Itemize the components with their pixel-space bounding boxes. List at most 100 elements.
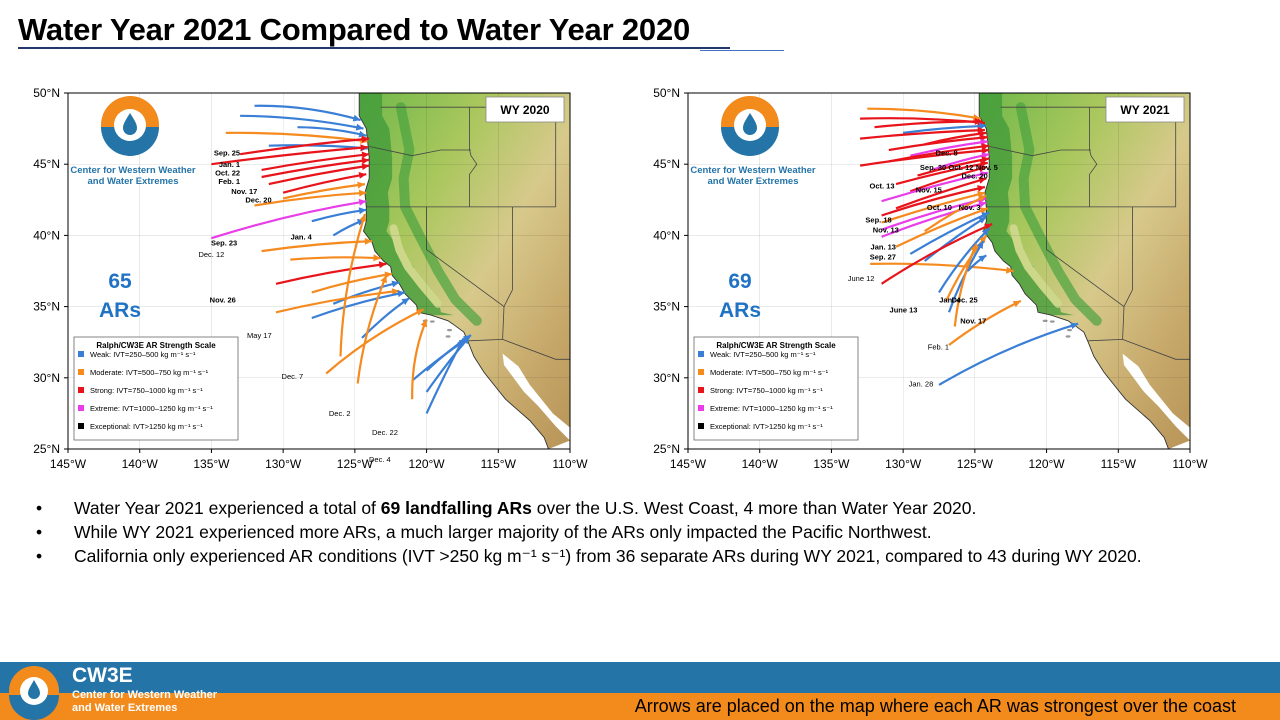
ar-date-label: Nov. 15 xyxy=(916,186,942,195)
ar-arrow-head xyxy=(397,290,406,298)
state-boundary xyxy=(426,206,505,340)
ar-arrow-path xyxy=(953,243,978,327)
title-underline xyxy=(18,47,730,49)
ar-date-label: June 12 xyxy=(848,274,875,283)
org-name-line1: Center for Western Weather xyxy=(690,165,816,176)
year-badge xyxy=(485,96,565,123)
ar-arrow-head xyxy=(980,171,988,178)
footer-band-blue xyxy=(0,662,1280,693)
lon-tick-label: 115°W xyxy=(481,457,517,471)
lon-tick-label: 125°W xyxy=(337,457,374,471)
lon-tick-label: 120°W xyxy=(1028,457,1065,471)
bullet-marker: • xyxy=(36,522,43,542)
slide-title: Water Year 2021 Compared to Water Year 2… xyxy=(18,12,691,47)
lat-tick-label: 35°N xyxy=(33,300,60,314)
ar-date-label: Dec. 22 xyxy=(372,428,398,437)
ar-date-label: Oct. 22 xyxy=(215,169,240,178)
ar-arrow-head xyxy=(980,134,988,142)
ar-arrow-head xyxy=(978,255,987,263)
legend-item-label: Extreme: IVT=1000–1250 kg m⁻¹ s⁻¹ xyxy=(90,404,213,413)
ar-date-label: Dec. 4 xyxy=(369,455,391,464)
ar-date-label: Nov. 17 xyxy=(960,317,986,326)
lat-tick-label: 50°N xyxy=(33,86,60,100)
ar-arrow-head xyxy=(364,237,373,245)
lon-tick-label: 130°W xyxy=(265,457,302,471)
ar-arrow-head xyxy=(357,181,365,189)
legend-title: Ralph/CW3E AR Strength Scale xyxy=(716,341,836,350)
state-boundary xyxy=(503,206,513,307)
central-valley xyxy=(1009,224,1062,308)
map-panel-wy2021: 50°N 45°N 40°N 35°N 30°N 25°N 145°W 140°W 135°W 1… xyxy=(630,80,1220,490)
ar-arrow-head xyxy=(358,189,367,197)
ar-date-label: Dec. 7 xyxy=(282,372,304,381)
ar-arrow-path xyxy=(261,153,370,171)
ar-arrow-head xyxy=(391,280,400,288)
ar-date-label: Jan. 4 xyxy=(291,233,313,242)
ar-date-label: Oct. 13 xyxy=(870,181,895,190)
ar-arrow-path xyxy=(909,165,987,193)
ar-arrow-head xyxy=(358,172,367,179)
ar-arrow-head xyxy=(981,156,990,164)
ar-arrow-head xyxy=(979,235,987,244)
ar-arrow-path xyxy=(859,128,985,140)
lat-tick-label: 40°N xyxy=(653,228,680,242)
ar-arrow-head xyxy=(978,165,987,173)
legend-swatch xyxy=(78,423,84,429)
ar-count-unit: ARs xyxy=(719,299,761,322)
ar-arrow-head xyxy=(981,147,990,155)
ar-arrow-path xyxy=(261,240,373,253)
ar-arrow-head xyxy=(352,114,361,122)
ar-arrow-head xyxy=(981,212,990,219)
channel-island xyxy=(429,320,435,323)
ar-arrow-head xyxy=(358,207,367,215)
ar-arrow-head xyxy=(980,160,988,168)
lon-tick-label: 125°W xyxy=(957,457,994,471)
bullet-text: California only experienced AR condition… xyxy=(74,546,1142,566)
ar-arrow-path xyxy=(895,161,989,186)
ar-date-label: Nov. 26 xyxy=(210,295,236,304)
ar-arrow-head xyxy=(358,130,367,138)
legend-item-label: Exceptional: IVT>1250 kg m⁻¹ s⁻¹ xyxy=(710,422,823,431)
map-frame xyxy=(67,92,571,450)
bullet-marker: • xyxy=(36,498,43,518)
legend-box xyxy=(73,336,239,441)
ar-count-number: 65 xyxy=(108,270,132,293)
ar-date-label: Dec. 8 xyxy=(936,149,958,158)
legend-item-label: Moderate: IVT=500–750 kg m⁻¹ s⁻¹ xyxy=(90,368,209,377)
ar-arrow-path xyxy=(859,148,990,167)
state-boundary xyxy=(1046,206,1125,340)
bullet-item: • Water Year 2021 experienced a total of … xyxy=(36,496,1236,520)
ar-arrow-path xyxy=(261,158,370,179)
ar-count-number: 69 xyxy=(728,270,751,293)
ar-arrow-head xyxy=(361,135,370,143)
legend-item-label: Moderate: IVT=500–750 kg m⁻¹ s⁻¹ xyxy=(710,368,829,377)
year-badge-label: WY 2021 xyxy=(1120,103,1169,117)
ar-arrow-path xyxy=(895,177,987,210)
ar-arrow-path xyxy=(945,234,988,302)
ar-arrow-path xyxy=(881,171,989,203)
footer-org-line2: and Water Extremes xyxy=(72,702,178,714)
ar-arrow-head xyxy=(981,228,990,236)
ar-arrow-head xyxy=(378,261,387,269)
ar-arrow-head xyxy=(970,243,977,252)
lon-tick-label: 145°W xyxy=(670,457,707,471)
ar-arrow-path xyxy=(282,183,366,200)
ar-date-label: Dec. 12 xyxy=(198,250,224,259)
legend-swatch xyxy=(78,369,84,375)
footer-brand: CW3E xyxy=(72,664,133,687)
state-boundary xyxy=(469,107,478,207)
ar-arrow-head xyxy=(355,123,364,131)
ar-arrow-head xyxy=(976,241,984,249)
ar-arrow-head xyxy=(979,207,988,214)
lon-tick-label: 135°W xyxy=(193,457,230,471)
ar-date-label: Dec. 2 xyxy=(329,409,351,418)
bullet-item: • California only experienced AR conditio… xyxy=(36,544,1236,568)
channel-island xyxy=(1067,328,1073,332)
ar-date-label: June 13 xyxy=(890,305,918,314)
bullet-item: • While WY 2021 experienced more ARs, a m… xyxy=(36,520,1236,544)
footer-band-orange xyxy=(0,693,1280,720)
ar-arrow-head xyxy=(360,144,368,152)
legend-item-label: Strong: IVT=750–1000 kg m⁻¹ s⁻¹ xyxy=(90,386,203,395)
ar-arrow-path xyxy=(880,222,993,285)
